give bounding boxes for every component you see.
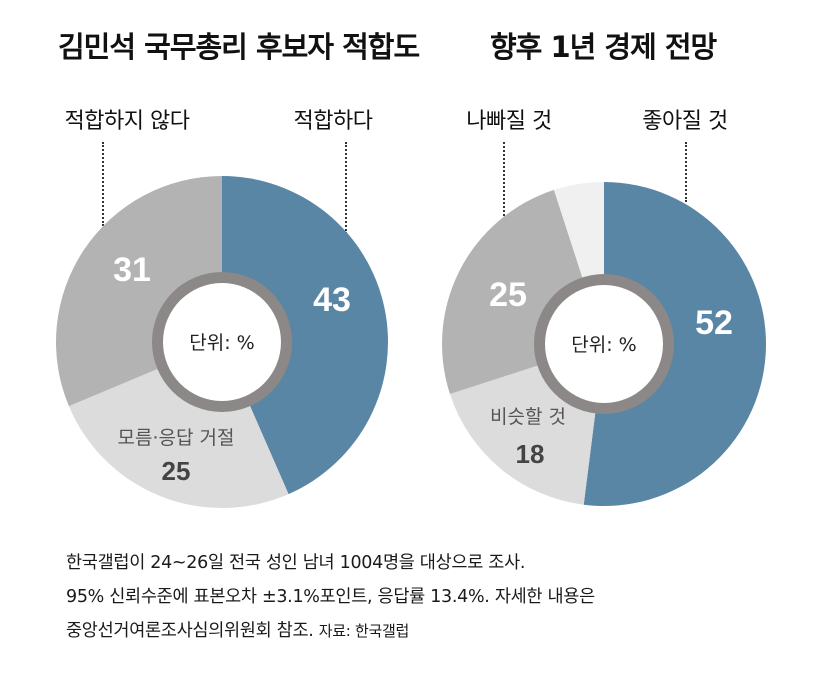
slice-value-label: 25 (489, 276, 527, 314)
center-unit-label: 단위: % (571, 334, 636, 356)
slice-value-label: 52 (695, 304, 733, 342)
center-unit-label: 단위: % (189, 332, 254, 354)
leader-line-unsuitable (102, 142, 104, 226)
leader-line-better (685, 142, 687, 202)
slice-value-label: 31 (113, 251, 151, 289)
slice-value-label: 18 (516, 439, 545, 469)
footnote-source: 자료: 한국갤럽 (318, 622, 410, 640)
footnote-line-3: 중앙선거여론조사심의위원회 참조. 자료: 한국갤럽 (66, 617, 409, 642)
label-better: 좋아질 것 (642, 109, 728, 134)
footnote-line-2: 95% 신뢰수준에 표본오차 ±3.1%포인트, 응답률 13.4%. 자세한 … (66, 587, 595, 607)
slice-category-label: 비슷할 것 (490, 406, 566, 428)
slice-value-label: 43 (313, 281, 351, 319)
donut-slice (222, 176, 388, 495)
chart-title-right: 향후 1년 경제 전망 (490, 30, 717, 64)
footnote-line-1: 한국갤럽이 24~26일 전국 성인 남녀 1004명을 대상으로 조사. (66, 553, 526, 573)
label-worse: 나빠질 것 (466, 109, 552, 134)
label-suitable: 적합하다 (293, 109, 373, 134)
slice-category-label: 모름·응답 거절 (118, 427, 235, 449)
leader-line-worse (503, 142, 505, 216)
slice-value-label: 25 (162, 456, 191, 486)
donut-hole (545, 285, 663, 403)
leader-line-suitable (345, 142, 347, 234)
footnote-reference: 중앙선거여론조사심의위원회 참조. (66, 621, 314, 641)
donut-hole (163, 283, 281, 401)
label-unsuitable: 적합하지 않다 (64, 109, 190, 134)
chart-title-left: 김민석 국무총리 후보자 적합도 (58, 30, 420, 64)
donut-slice (583, 182, 767, 507)
